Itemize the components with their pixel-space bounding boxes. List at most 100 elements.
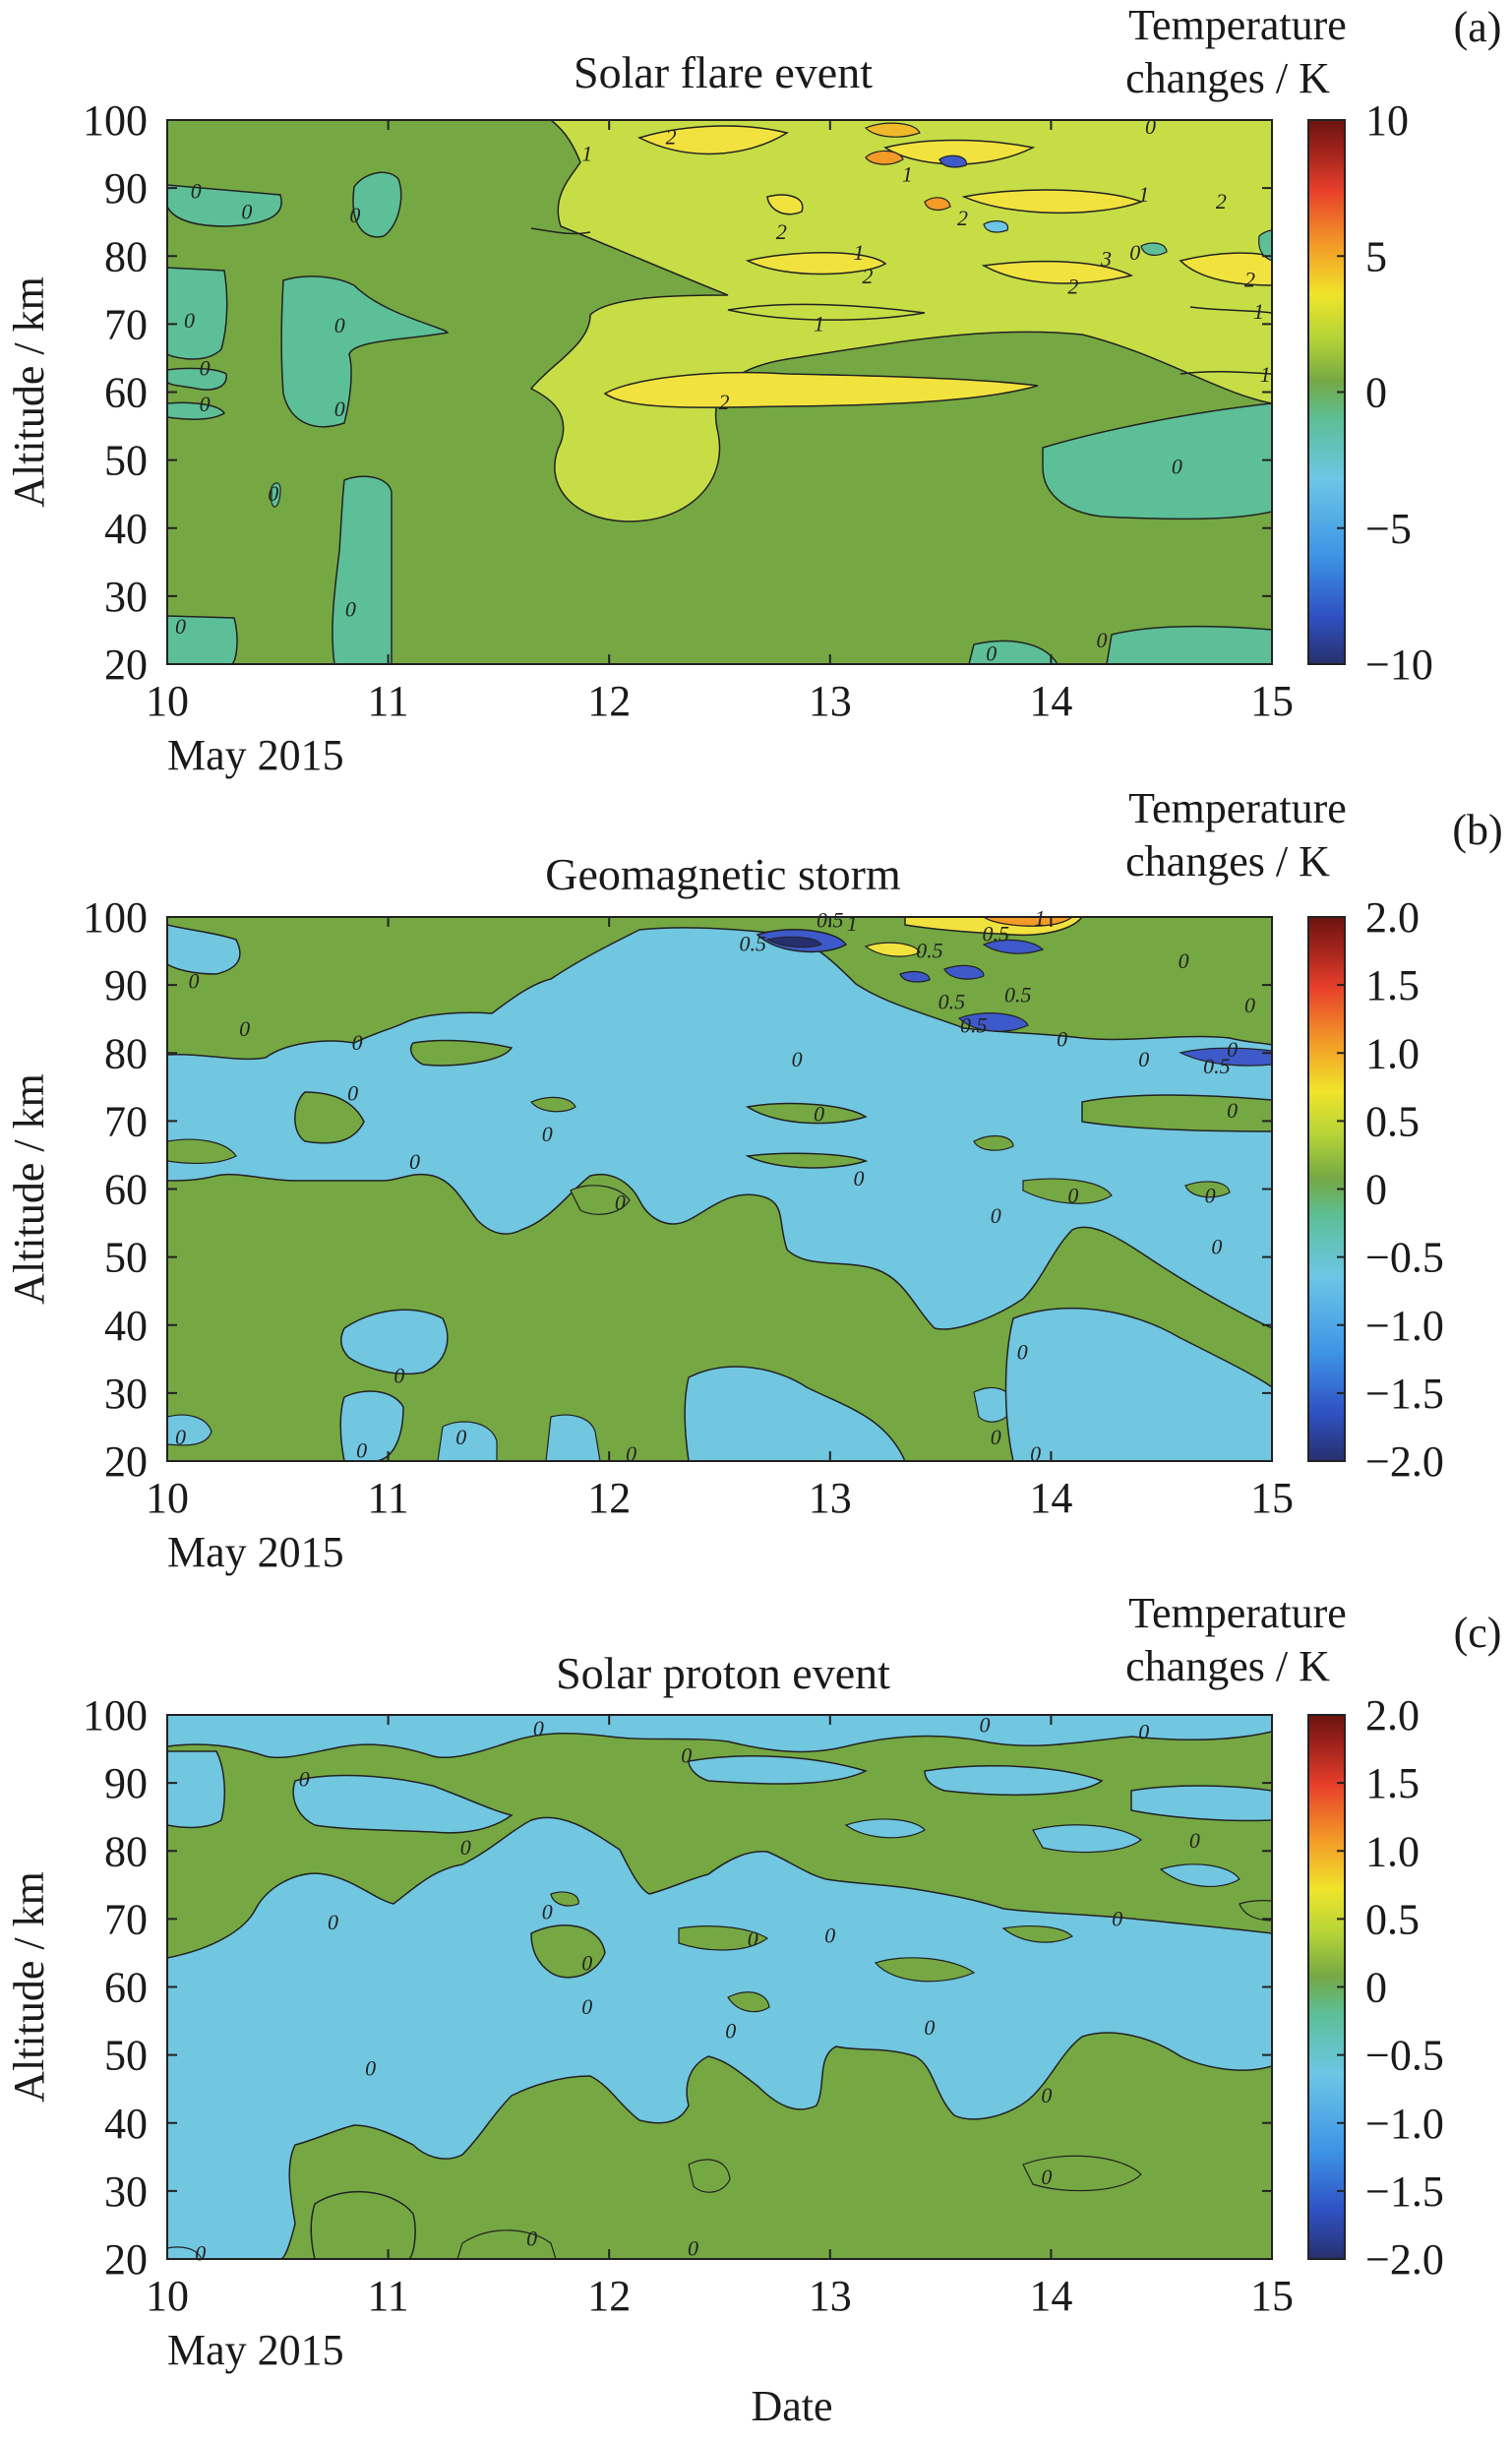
panel-c-contour-label: 0 xyxy=(299,1767,310,1792)
panel-b: Geomagnetic storm Temperature changes / … xyxy=(5,784,1503,1576)
panel-a-contour-label: 2 xyxy=(957,206,968,230)
panel-b-x-tick-label: 10 xyxy=(146,1474,189,1522)
panel-c-contour-label: 0 xyxy=(542,1899,553,1923)
panel-a-contour-label: 1 xyxy=(1253,299,1264,324)
panel-b-contour-field xyxy=(167,917,1272,1461)
panel-c-contour-field xyxy=(167,1715,1272,2259)
panel-b-colorbar-tick-label: −0.5 xyxy=(1365,1234,1444,1282)
panel-a-label: (a) xyxy=(1454,3,1502,51)
panel-a-contour-label: 0 xyxy=(345,597,356,622)
panel-a-x-tick-label: 11 xyxy=(367,677,408,725)
panel-c-contour-label: 0 xyxy=(824,1923,835,1948)
panel-c-title: Solar proton event xyxy=(556,1648,890,1698)
panel-a-colorbar-tick-label: 10 xyxy=(1365,96,1409,145)
panel-a-contour-label: 0 xyxy=(986,641,997,666)
panel-a-x-tick-label: 10 xyxy=(146,677,189,725)
panel-b-contour-label: 0 xyxy=(814,1101,824,1126)
panel-c-x-tick-label: 15 xyxy=(1250,2272,1294,2320)
panel-a-x-tick-label: 14 xyxy=(1029,677,1072,725)
panel-b-colorbar-tick-label: 1.5 xyxy=(1365,961,1420,1009)
panel-b-contour-label: 0 xyxy=(615,1190,626,1214)
panel-b-contour-label: 0 xyxy=(175,1425,186,1449)
panel-c-x-tick-label: 13 xyxy=(809,2272,852,2320)
panel-a-contour-label: 2 xyxy=(862,264,873,288)
panel-b-contour-label: 0.5 xyxy=(816,907,844,932)
panel-a-contour-label: 2 xyxy=(666,124,677,149)
panel-b-contour-label: 0.5 xyxy=(1203,1054,1231,1078)
panel-a-x-tick-label: 15 xyxy=(1250,677,1294,725)
panel-a-x-tick-label: 13 xyxy=(809,677,852,725)
panel-c-contour-label: 0 xyxy=(365,2055,376,2080)
panel-b-contour-label: 0 xyxy=(356,1438,367,1463)
panel-b-contour-label: 0 xyxy=(1017,1339,1028,1364)
panel-a-colorbar-title-line2: changes / K xyxy=(1125,54,1330,102)
panel-c-date-label: May 2015 xyxy=(167,2326,344,2374)
panel-c-y-tick-label: 30 xyxy=(104,2167,148,2216)
panel-a-contour-label: 0 xyxy=(1172,455,1182,479)
panel-a-contour-label: 0 xyxy=(200,355,211,380)
panel-b-contour-label: 0.5 xyxy=(983,921,1010,946)
panel-c-contour-label: 0 xyxy=(533,1716,544,1740)
panel-b-contour-label: 0 xyxy=(393,1364,404,1388)
panel-b-title: Geomagnetic storm xyxy=(545,849,901,899)
panel-b-contour-label: 0 xyxy=(1244,993,1255,1017)
panel-a-date-label: May 2015 xyxy=(167,731,344,779)
panel-b-colorbar-tick-label: −2.0 xyxy=(1365,1437,1444,1486)
panel-a-y-axis-label: Altitude / km xyxy=(5,276,53,508)
panel-a-contour-label: 0 xyxy=(268,481,278,506)
panel-a-contour-label: 2 xyxy=(776,219,787,244)
panel-b-x-tick-label: 14 xyxy=(1029,1474,1072,1522)
panel-b-contour-label: 0 xyxy=(991,1203,1001,1228)
panel-b-contour-label: 0 xyxy=(991,1425,1001,1449)
panel-b-contour-label: 0 xyxy=(1211,1234,1222,1258)
panel-c-y-tick-label: 90 xyxy=(104,1759,148,1807)
panel-c-colorbar-title-line1: Temperature xyxy=(1128,1589,1347,1637)
panel-b-x-tick-label: 11 xyxy=(367,1474,408,1522)
panel-c-contour-label: 0 xyxy=(581,1994,592,2019)
panel-a-contour-label: 1 xyxy=(1138,182,1149,207)
panel-c-colorbar-title-line2: changes / K xyxy=(1125,1642,1330,1690)
panel-c-y-tick-label: 60 xyxy=(104,1964,148,2012)
panel-a-y-tick-label: 90 xyxy=(104,164,148,213)
panel-b-colorbar-tick-label: 2.0 xyxy=(1365,893,1420,942)
panel-a-contour-label: 0 xyxy=(200,392,211,416)
panel-b-contour-label: 0.5 xyxy=(1004,982,1032,1007)
panel-b-y-tick-label: 30 xyxy=(104,1370,148,1418)
panel-a-contour-label: 2 xyxy=(1244,267,1255,291)
panel-c-x-tick-label: 11 xyxy=(367,2272,408,2320)
panel-c-x-tick-label: 10 xyxy=(146,2272,189,2320)
panel-a-contour-label: 1 xyxy=(1260,362,1271,387)
panel-c-colorbar-tick-label: 1.5 xyxy=(1365,1759,1420,1807)
panel-a-y-tick-label: 100 xyxy=(83,96,148,145)
panel-b-contour-label: 0 xyxy=(853,1166,864,1190)
panel-b-x-tick-label: 15 xyxy=(1250,1474,1294,1522)
panel-b-contour-label: 0 xyxy=(626,1441,636,1466)
panel-a-y-tick-label: 80 xyxy=(104,232,148,280)
panel-a-contour-label: 0 xyxy=(184,308,195,333)
panel-a-y-tick-label: 50 xyxy=(104,437,148,485)
panel-c-contour-label: 0 xyxy=(1138,1719,1149,1743)
panel-a-contour-label: 0 xyxy=(241,199,252,223)
panel-c-y-tick-label: 70 xyxy=(104,1895,148,1943)
panel-a-contour-label: 1 xyxy=(581,142,592,166)
panel-b-y-tick-label: 90 xyxy=(104,961,148,1009)
panel-b-x-tick-label: 12 xyxy=(587,1474,631,1522)
panel-c-colorbar-tick-label: 1.0 xyxy=(1365,1827,1420,1875)
panel-a-colorbar-tick-label: −5 xyxy=(1365,505,1412,553)
panel-c-contour-label: 0 xyxy=(980,1712,991,1737)
panel-c-contour-label: 0 xyxy=(748,1926,758,1951)
panel-b-contour-label: 0 xyxy=(347,1081,358,1106)
panel-b-label: (b) xyxy=(1452,806,1502,854)
x-axis-label: Date xyxy=(751,2382,832,2430)
panel-b-contour-label: 0 xyxy=(188,969,199,994)
panel-b-contour-label: 1 xyxy=(847,911,858,936)
panel-b-colorbar-tick-label: −1.0 xyxy=(1365,1302,1444,1350)
panel-c-colorbar-tick-label: 0.5 xyxy=(1365,1895,1420,1943)
panel-b-y-tick-label: 40 xyxy=(104,1302,148,1350)
panel-c-contour-label: 0 xyxy=(581,1950,592,1975)
panel-c-label: (c) xyxy=(1454,1609,1502,1657)
panel-b-contour-label: 0.5 xyxy=(938,989,966,1013)
panel-a-colorbar-title-line1: Temperature xyxy=(1128,1,1347,49)
panel-b-contour-label: 0.5 xyxy=(960,1013,988,1038)
